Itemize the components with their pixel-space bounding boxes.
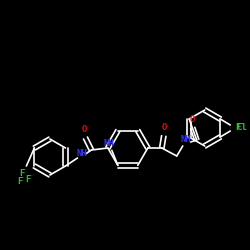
Text: F: F (26, 176, 31, 184)
Text: NH: NH (76, 150, 87, 158)
Text: F: F (235, 124, 241, 132)
Text: Cl: Cl (236, 124, 247, 132)
Text: O: O (82, 126, 87, 134)
Text: O: O (190, 116, 196, 124)
Text: F: F (18, 178, 23, 186)
Text: F: F (20, 170, 25, 178)
Text: NH: NH (104, 139, 114, 148)
Text: O: O (162, 124, 168, 132)
Text: NH: NH (180, 136, 191, 144)
